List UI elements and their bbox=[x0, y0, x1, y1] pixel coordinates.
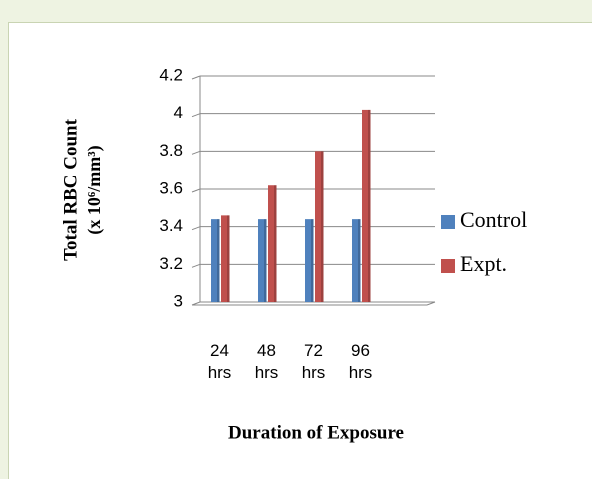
bar-shade bbox=[311, 219, 314, 302]
x-axis-title: Duration of Exposure bbox=[228, 422, 404, 443]
y-tick-label: 4.2 bbox=[159, 65, 183, 84]
y-tick-label: 3.6 bbox=[159, 178, 183, 197]
bar-shade bbox=[368, 109, 371, 303]
bar bbox=[258, 219, 267, 302]
tick-mark bbox=[191, 113, 201, 118]
tick-mark bbox=[191, 263, 201, 268]
bar bbox=[221, 215, 230, 302]
axis-floor bbox=[426, 301, 436, 306]
y-tick-label: 3.2 bbox=[159, 254, 183, 273]
x-tick-label: 96 hrs bbox=[348, 341, 373, 382]
y-tick-label: 3.4 bbox=[159, 216, 183, 235]
x-tick-label: 72 hrs bbox=[301, 341, 326, 382]
bar bbox=[352, 219, 361, 302]
bar bbox=[362, 109, 371, 303]
bar-shade bbox=[227, 215, 230, 302]
y-tick-label: 4 bbox=[174, 103, 183, 122]
bar bbox=[211, 219, 220, 302]
bar-shade bbox=[358, 219, 361, 302]
x-tick-label: 48 hrs bbox=[254, 341, 279, 382]
x-tick-label: 24 hrs bbox=[207, 341, 232, 382]
bar-shade bbox=[264, 219, 267, 302]
bar-shade bbox=[321, 151, 324, 302]
legend-swatch bbox=[441, 215, 455, 229]
chart-frame bbox=[8, 22, 592, 479]
bar-shade bbox=[217, 219, 220, 302]
y-title-2: (x 10⁶/mm³) bbox=[84, 145, 105, 234]
tick-mark bbox=[191, 75, 201, 80]
y-title-1: Total RBC Count bbox=[60, 118, 81, 261]
y-axis-title: (x 10⁶/mm³) bbox=[84, 145, 105, 234]
bar bbox=[315, 151, 324, 302]
legend-swatch bbox=[441, 259, 455, 273]
y-tick-label: 3.8 bbox=[159, 141, 183, 160]
legend-label: Control bbox=[460, 207, 527, 232]
legend-label: Expt. bbox=[460, 251, 507, 276]
tick-mark bbox=[191, 188, 201, 193]
tick-mark bbox=[191, 150, 201, 155]
y-axis-title: Total RBC Count bbox=[60, 118, 81, 261]
y-tick-label: 3 bbox=[174, 291, 183, 310]
tick-mark bbox=[191, 226, 201, 231]
bar-shade bbox=[274, 185, 277, 302]
bar bbox=[268, 185, 277, 302]
bar bbox=[305, 219, 314, 302]
